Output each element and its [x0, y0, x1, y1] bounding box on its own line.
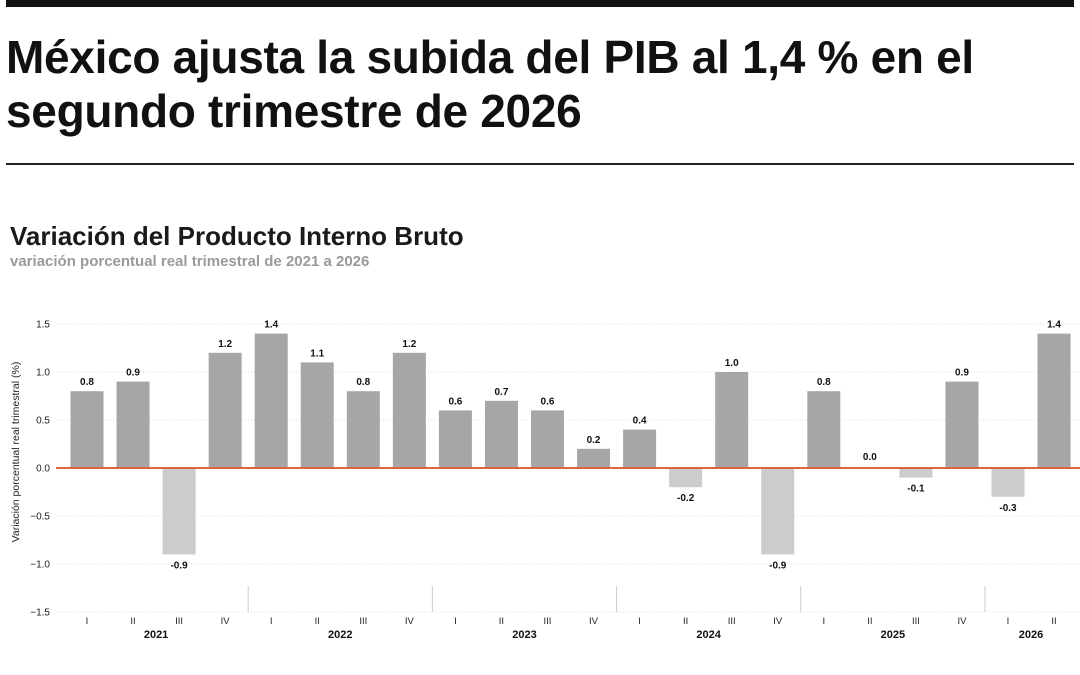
year-label: 2025 — [881, 629, 905, 641]
bar — [761, 468, 795, 555]
x-tick-label: I — [270, 616, 273, 627]
x-tick-label: II — [683, 616, 688, 627]
year-label: 2026 — [1019, 629, 1043, 641]
data-label: -0.9 — [170, 560, 188, 571]
bar — [899, 468, 933, 478]
data-label: 1.4 — [264, 320, 278, 331]
x-tick-label: IV — [405, 616, 415, 627]
bar — [715, 372, 749, 468]
x-tick-label: IV — [221, 616, 231, 627]
headline-rule — [6, 163, 1074, 165]
data-label: 1.2 — [218, 339, 232, 350]
bar — [484, 400, 518, 468]
data-label: -0.1 — [907, 484, 925, 495]
x-tick-label: IV — [589, 616, 599, 627]
bar — [623, 429, 657, 468]
headline: México ajusta la subida del PIB al 1,4 %… — [6, 31, 974, 137]
y-tick-label: −0.5 — [30, 512, 50, 523]
bar — [208, 352, 242, 468]
bar — [1037, 333, 1071, 468]
y-tick-label: 1.0 — [36, 368, 50, 379]
bar — [577, 448, 611, 468]
y-tick-label: 1.5 — [36, 320, 50, 331]
x-tick-label: IV — [773, 616, 783, 627]
year-label: 2023 — [512, 629, 536, 641]
bar — [162, 468, 196, 555]
x-tick-label: I — [638, 616, 641, 627]
data-label: 0.8 — [356, 377, 370, 388]
bar — [438, 410, 472, 468]
data-label: 0.0 — [863, 452, 877, 463]
bar — [669, 468, 703, 488]
year-label: 2021 — [144, 629, 168, 641]
x-tick-label: I — [1007, 616, 1010, 627]
data-label: -0.3 — [999, 503, 1017, 514]
data-label: 0.8 — [817, 377, 831, 388]
x-tick-label: II — [130, 616, 135, 627]
data-label: 1.2 — [402, 339, 416, 350]
x-tick-label: II — [315, 616, 320, 627]
x-tick-label: III — [912, 616, 920, 627]
y-tick-label: 0.0 — [36, 464, 50, 475]
data-label: 0.8 — [80, 377, 94, 388]
data-label: 0.9 — [126, 368, 140, 379]
data-label: 0.4 — [633, 416, 647, 427]
x-tick-label: III — [175, 616, 183, 627]
data-label: 0.7 — [494, 387, 508, 398]
data-label: 1.1 — [310, 348, 324, 359]
data-label: -0.9 — [769, 560, 787, 571]
year-label: 2022 — [328, 629, 352, 641]
y-tick-label: 0.5 — [36, 416, 50, 427]
data-label: -0.2 — [677, 493, 695, 504]
bar — [116, 381, 150, 468]
data-label: 0.9 — [955, 368, 969, 379]
year-label: 2024 — [696, 629, 721, 641]
y-tick-label: −1.0 — [30, 560, 50, 571]
bar — [70, 391, 104, 468]
data-label: 1.0 — [725, 358, 739, 369]
x-tick-label: III — [544, 616, 552, 627]
data-label: 1.4 — [1047, 320, 1061, 331]
x-tick-label: II — [499, 616, 504, 627]
x-tick-label: III — [728, 616, 736, 627]
data-label: 0.6 — [448, 396, 462, 407]
bar — [531, 410, 564, 468]
x-tick-label: IV — [957, 616, 967, 627]
data-label: 0.2 — [587, 435, 601, 446]
chart-title: Variación del Producto Interno Bruto — [10, 221, 464, 251]
x-tick-label: I — [822, 616, 825, 627]
bar — [807, 391, 841, 468]
x-tick-label: III — [359, 616, 367, 627]
x-tick-label: I — [454, 616, 457, 627]
chart-subtitle: variación porcentual real trimestral de … — [10, 253, 370, 270]
bar — [254, 333, 288, 468]
x-tick-label: II — [867, 616, 872, 627]
bar — [392, 352, 426, 468]
y-axis-label: Variación porcentual real trimestral (%) — [10, 362, 22, 543]
bar — [300, 362, 334, 468]
bar — [991, 468, 1025, 497]
x-tick-label: II — [1051, 616, 1056, 627]
x-tick-label: I — [86, 616, 89, 627]
bar — [346, 391, 380, 468]
top-rule — [6, 0, 1074, 7]
y-tick-label: −1.5 — [30, 608, 50, 619]
bar — [945, 381, 979, 468]
data-label: 0.6 — [541, 396, 555, 407]
